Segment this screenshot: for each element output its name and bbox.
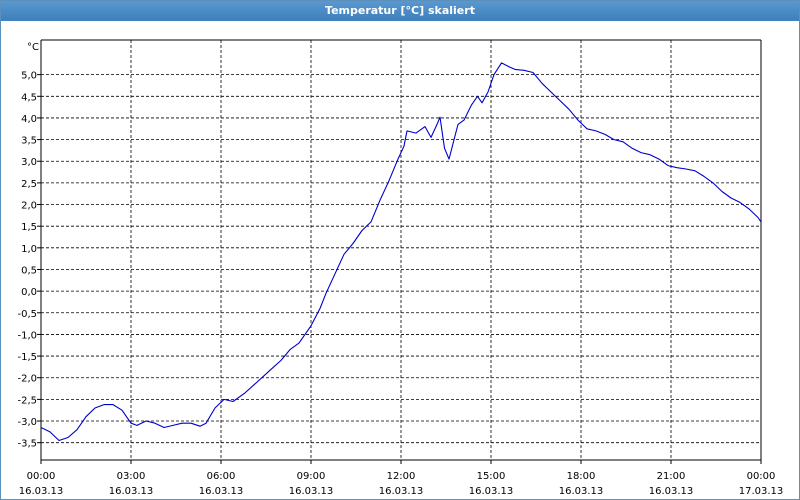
y-tick-label: -3,5 — [17, 439, 37, 450]
y-tick-label: -2,0 — [17, 374, 37, 385]
x-tick-date-label: 16.03.13 — [19, 486, 64, 497]
x-tick-date-label: 16.03.13 — [289, 486, 334, 497]
grid-lines — [40, 39, 762, 461]
x-tick-date-label: 16.03.13 — [379, 486, 424, 497]
y-tick-label: 3,5 — [21, 136, 37, 147]
x-tick-date-label: 16.03.13 — [199, 486, 244, 497]
x-tick-date-label: 17.03.13 — [739, 486, 784, 497]
x-tick-time-label: 18:00 — [567, 471, 596, 482]
y-tick-label: 2,0 — [21, 201, 37, 212]
x-tick-time-label: 00:00 — [747, 471, 776, 482]
y-unit-label: °C — [27, 42, 39, 53]
x-tick-time-label: 06:00 — [207, 471, 236, 482]
y-tick-label: 4,5 — [21, 92, 37, 103]
y-axis: -3,5 -3,0 -2,5 -2,0 -1,5 -1,0 -0,5 0,0 0,5 1,0 1,5… — [17, 71, 41, 450]
y-tick-label: -2,5 — [17, 395, 37, 406]
y-tick-label: 1,0 — [21, 244, 37, 255]
x-tick-time-label: 03:00 — [117, 471, 146, 482]
x-tick-date-label: 16.03.13 — [559, 486, 604, 497]
y-tick-label: 4,0 — [21, 114, 37, 125]
x-tick-time-label: 00:00 — [27, 471, 56, 482]
window-title: Temperatur [°C] skaliert — [1, 1, 799, 21]
x-tick-date-label: 16.03.13 — [109, 486, 154, 497]
y-tick-label: -3,0 — [17, 417, 37, 428]
x-tick-date-label: 16.03.13 — [469, 486, 514, 497]
series-group — [40, 62, 762, 442]
y-tick-label: 0,5 — [21, 265, 37, 276]
y-tick-label: 5,0 — [21, 71, 37, 82]
x-tick-time-label: 21:00 — [657, 471, 686, 482]
x-tick-time-label: 15:00 — [477, 471, 506, 482]
temperature-series-line — [40, 62, 762, 442]
temperature-chart: °C -3,5 -3,0 -2,5 -2,0 -1,5 -1,0 -0,5 0,0 0,5 1,0… — [17, 39, 784, 497]
x-tick-date-label: 16.03.13 — [649, 486, 694, 497]
y-tick-label: -1,5 — [17, 352, 37, 363]
x-tick-time-label: 09:00 — [297, 471, 326, 482]
y-tick-label: 0,0 — [21, 287, 37, 298]
y-tick-label: -0,5 — [17, 309, 37, 320]
y-tick-label: 2,5 — [21, 179, 37, 190]
y-tick-label: 3,0 — [21, 157, 37, 168]
y-tick-label: 1,5 — [21, 222, 37, 233]
x-tick-time-label: 12:00 — [387, 471, 416, 482]
y-tick-label: -1,0 — [17, 330, 37, 341]
x-axis: 00:00 16.03.13 03:00 16.03.13 06:00 16.03.13 0… — [19, 460, 784, 497]
